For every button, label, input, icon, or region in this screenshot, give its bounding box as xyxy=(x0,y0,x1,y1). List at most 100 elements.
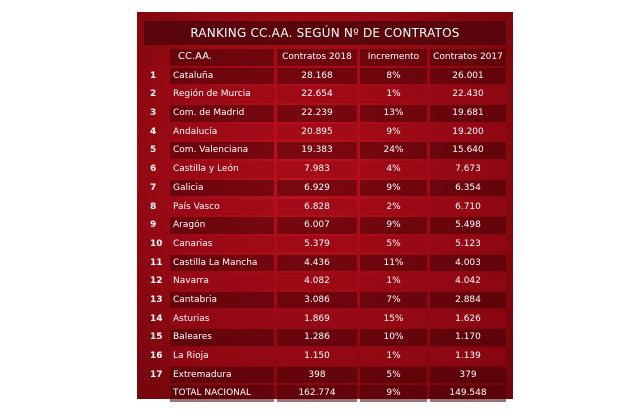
contratos-2018-cell: 7.983 xyxy=(277,161,357,178)
table-row: 12 Navarra 4.082 1% 4.042 xyxy=(144,272,506,291)
region-cell: Aragón xyxy=(170,217,274,234)
contratos-2018-cell: 6.929 xyxy=(277,179,357,197)
table-row: 8 País Vasco 6.828 2% 6.710 xyxy=(144,198,506,217)
table-header-row: CC.AA. Contratos 2018 Incremento Contrat… xyxy=(144,48,506,67)
incremento-cell: 1% xyxy=(360,273,427,290)
table-row: 11 Castilla La Mancha 4.436 11% 4.003 xyxy=(144,254,506,273)
contratos-2018-cell: 4.436 xyxy=(277,254,357,272)
table-title: RANKING CC.AA. SEGÚN Nº DE CONTRATOS xyxy=(144,21,506,45)
incremento-cell: 24% xyxy=(360,142,427,159)
contratos-2017-cell: 19.681 xyxy=(430,105,506,122)
contratos-2018-cell: 28.168 xyxy=(277,67,357,85)
incremento-cell: 9% xyxy=(360,217,427,234)
rank-cell: 1 xyxy=(150,70,157,81)
contratos-2018-cell: 1.150 xyxy=(277,348,357,365)
contratos-2018-cell: 6.007 xyxy=(277,217,357,234)
total-contratos-2018: 162.774 xyxy=(277,385,357,402)
rank-cell: 4 xyxy=(150,126,157,137)
table-row: 9 Aragón 6.007 9% 5.498 xyxy=(144,216,506,235)
table-row: 5 Com. Valenciana 19.383 24% 15.640 xyxy=(144,141,506,160)
contratos-2017-cell: 26.001 xyxy=(430,67,506,85)
region-cell: Galicia xyxy=(170,179,274,197)
region-cell: Com. Valenciana xyxy=(170,142,274,159)
rank-cell: 15 xyxy=(150,332,163,343)
table-row: 14 Asturias 1.869 15% 1.626 xyxy=(144,310,506,329)
incremento-cell: 4% xyxy=(360,161,427,178)
table-row: 10 Canarias 5.379 5% 5.123 xyxy=(144,235,506,254)
table-row: 2 Región de Murcia 22.654 1% 22.430 xyxy=(144,85,506,104)
contratos-2017-cell: 2.884 xyxy=(430,291,506,309)
rank-cell: 10 xyxy=(150,238,163,249)
table-row: 3 Com. de Madrid 22.239 13% 19.681 xyxy=(144,104,506,123)
contratos-2017-cell: 379 xyxy=(430,366,506,384)
region-cell: Región de Murcia xyxy=(170,86,274,103)
rank-cell: 16 xyxy=(150,351,163,361)
contratos-2018-cell: 20.895 xyxy=(277,123,357,141)
table-row: 17 Extremadura 398 5% 379 xyxy=(144,366,506,385)
incremento-cell: 13% xyxy=(360,105,427,122)
contratos-2018-cell: 22.239 xyxy=(277,105,357,122)
contratos-2018-cell: 6.828 xyxy=(277,198,357,215)
contratos-2018-cell: 5.379 xyxy=(277,235,357,253)
rank-cell: 17 xyxy=(150,369,163,380)
incremento-cell: 9% xyxy=(360,179,427,197)
rank-cell: 7 xyxy=(150,182,157,193)
total-row: TOTAL NACIONAL 162.774 9% 149.548 xyxy=(144,384,506,403)
header-region: CC.AA. xyxy=(170,49,274,66)
table-row: 7 Galicia 6.929 9% 6.354 xyxy=(144,179,506,198)
contratos-2018-cell: 1.869 xyxy=(277,310,357,328)
rank-cell: 2 xyxy=(150,89,157,100)
region-cell: Castilla y León xyxy=(170,161,274,178)
table-row: 1 Cataluña 28.168 8% 26.001 xyxy=(144,67,506,86)
region-cell: Cantabria xyxy=(170,291,274,309)
contratos-2017-cell: 6.354 xyxy=(430,179,506,197)
contratos-2017-cell: 5.498 xyxy=(430,217,506,234)
rank-cell: 5 xyxy=(150,145,157,156)
incremento-cell: 10% xyxy=(360,329,427,346)
incremento-cell: 2% xyxy=(360,198,427,215)
region-cell: Castilla La Mancha xyxy=(170,254,274,272)
incremento-cell: 15% xyxy=(360,310,427,328)
contratos-2017-cell: 15.640 xyxy=(430,142,506,159)
rank-cell: 8 xyxy=(150,201,157,212)
contratos-2018-cell: 4.082 xyxy=(277,273,357,290)
ranking-card: RANKING CC.AA. SEGÚN Nº DE CONTRATOS CC.… xyxy=(137,12,513,402)
ranking-table: CC.AA. Contratos 2018 Incremento Contrat… xyxy=(144,48,506,403)
incremento-cell: 8% xyxy=(360,67,427,85)
header-incremento: Incremento xyxy=(360,49,427,66)
total-incremento: 9% xyxy=(360,385,427,402)
table-row: 6 Castilla y León 7.983 4% 7.673 xyxy=(144,160,506,179)
region-cell: Andalucía xyxy=(170,123,274,141)
contratos-2017-cell: 6.710 xyxy=(430,198,506,215)
contratos-2018-cell: 398 xyxy=(277,366,357,384)
incremento-cell: 1% xyxy=(360,348,427,365)
region-cell: País Vasco xyxy=(170,198,274,215)
contratos-2017-cell: 22.430 xyxy=(430,86,506,103)
region-cell: La Rioja xyxy=(170,348,274,365)
region-cell: Com. de Madrid xyxy=(170,105,274,122)
contratos-2018-cell: 1.286 xyxy=(277,329,357,346)
contratos-2018-cell: 3.086 xyxy=(277,291,357,309)
table-row: 13 Cantabria 3.086 7% 2.884 xyxy=(144,291,506,310)
region-cell: Asturias xyxy=(170,310,274,328)
rank-cell: 14 xyxy=(150,313,163,324)
incremento-cell: 7% xyxy=(360,291,427,309)
incremento-cell: 11% xyxy=(360,254,427,272)
contratos-2018-cell: 19.383 xyxy=(277,142,357,159)
contratos-2017-cell: 19.200 xyxy=(430,123,506,141)
total-label: TOTAL NACIONAL xyxy=(170,385,274,402)
rank-cell: 12 xyxy=(150,276,163,287)
contratos-2018-cell: 22.654 xyxy=(277,86,357,103)
incremento-cell: 5% xyxy=(360,366,427,384)
rank-cell: 3 xyxy=(150,108,157,119)
incremento-cell: 5% xyxy=(360,235,427,253)
incremento-cell: 9% xyxy=(360,123,427,141)
rank-cell: 11 xyxy=(150,257,163,268)
contratos-2017-cell: 5.123 xyxy=(430,235,506,253)
region-cell: Cataluña xyxy=(170,67,274,85)
region-cell: Baleares xyxy=(170,329,274,346)
header-contratos-2017: Contratos 2017 xyxy=(430,49,506,66)
rank-cell: 9 xyxy=(150,220,157,231)
contratos-2017-cell: 1.170 xyxy=(430,329,506,346)
region-cell: Extremadura xyxy=(170,366,274,384)
